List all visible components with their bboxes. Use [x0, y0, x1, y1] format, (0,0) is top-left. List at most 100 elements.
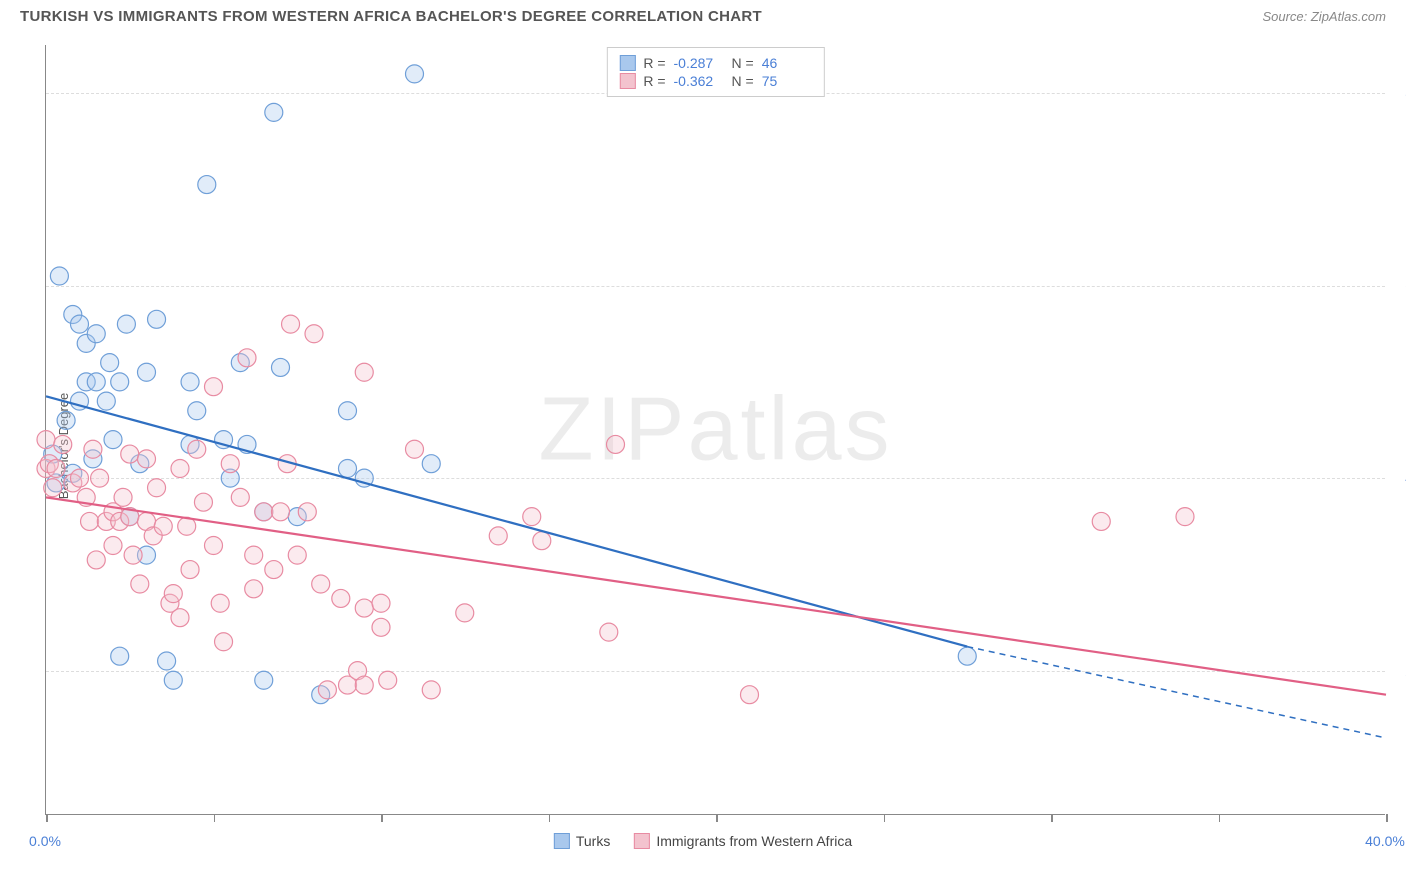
legend-swatch — [554, 833, 570, 849]
data-point — [238, 349, 256, 367]
chart-title: TURKISH VS IMMIGRANTS FROM WESTERN AFRIC… — [20, 8, 762, 25]
data-point — [87, 373, 105, 391]
data-point — [205, 378, 223, 396]
data-point — [379, 671, 397, 689]
data-point — [54, 435, 72, 453]
data-point — [489, 527, 507, 545]
data-point — [272, 358, 290, 376]
data-point — [958, 647, 976, 665]
data-point — [104, 431, 122, 449]
data-point — [456, 604, 474, 622]
data-point — [44, 479, 62, 497]
series-legend: Turks Immigrants from Western Africa — [554, 827, 852, 854]
data-point — [87, 551, 105, 569]
x-tick — [716, 814, 718, 822]
data-point — [71, 469, 89, 487]
data-point — [124, 546, 142, 564]
data-point — [131, 575, 149, 593]
data-point — [104, 537, 122, 555]
data-point — [255, 503, 273, 521]
data-point — [111, 647, 129, 665]
x-tick — [1386, 814, 1388, 822]
data-point — [211, 594, 229, 612]
legend-item: Immigrants from Western Africa — [634, 833, 852, 849]
data-point — [57, 411, 75, 429]
data-point — [422, 455, 440, 473]
data-point — [50, 267, 68, 285]
legend-swatch — [619, 55, 635, 71]
data-point — [215, 633, 233, 651]
plot-area: ZIPatlas 20.0%40.0%60.0%80.0% R =-0.287N… — [45, 45, 1385, 815]
n-value: 75 — [762, 73, 812, 89]
data-point — [171, 609, 189, 627]
data-point — [81, 512, 99, 530]
data-point — [91, 469, 109, 487]
data-point — [188, 440, 206, 458]
data-point — [171, 460, 189, 478]
data-point — [355, 599, 373, 617]
r-value: -0.362 — [674, 73, 724, 89]
data-point — [305, 325, 323, 343]
data-point — [101, 354, 119, 372]
x-tick-label: 40.0% — [1365, 833, 1405, 849]
data-point — [1176, 508, 1194, 526]
chart-source: Source: ZipAtlas.com — [1262, 9, 1386, 24]
x-tick — [1051, 814, 1053, 822]
data-point — [312, 575, 330, 593]
data-point — [198, 176, 216, 194]
chart-header: TURKISH VS IMMIGRANTS FROM WESTERN AFRIC… — [0, 0, 1406, 29]
regression-line-extrapolated — [967, 647, 1386, 738]
legend-stat-row: R = -0.362 N = 75 — [619, 73, 811, 89]
data-point — [87, 325, 105, 343]
data-point — [84, 440, 102, 458]
data-point — [406, 65, 424, 83]
legend-label: Immigrants from Western Africa — [656, 833, 852, 849]
data-point — [422, 681, 440, 699]
data-point — [181, 561, 199, 579]
n-label: N = — [732, 55, 754, 71]
x-tick — [214, 814, 216, 822]
data-point — [148, 479, 166, 497]
data-point — [117, 315, 135, 333]
data-point — [372, 618, 390, 636]
data-point — [255, 671, 273, 689]
scatter-plot-svg — [46, 45, 1385, 814]
legend-stat-row: R =-0.287N =46 — [619, 55, 811, 71]
data-point — [114, 488, 132, 506]
data-point — [148, 310, 166, 328]
x-tick — [884, 814, 886, 822]
data-point — [265, 103, 283, 121]
data-point — [355, 363, 373, 381]
data-point — [231, 488, 249, 506]
x-tick — [1219, 814, 1221, 822]
data-point — [154, 517, 172, 535]
data-point — [138, 363, 156, 381]
regression-line — [46, 497, 1386, 694]
legend-swatch — [634, 833, 650, 849]
data-point — [245, 546, 263, 564]
data-point — [47, 460, 65, 478]
data-point — [164, 671, 182, 689]
r-label: R = — [643, 73, 665, 89]
data-point — [339, 402, 357, 420]
data-point — [138, 450, 156, 468]
n-label: N = — [732, 73, 754, 89]
r-label: R = — [643, 55, 665, 71]
legend-swatch — [619, 73, 635, 89]
data-point — [97, 392, 115, 410]
data-point — [533, 532, 551, 550]
x-tick — [46, 814, 48, 822]
data-point — [298, 503, 316, 521]
data-point — [372, 594, 390, 612]
n-value: 46 — [762, 55, 812, 71]
data-point — [406, 440, 424, 458]
data-point — [523, 508, 541, 526]
data-point — [221, 455, 239, 473]
data-point — [355, 676, 373, 694]
legend-item: Turks — [554, 833, 610, 849]
data-point — [1092, 512, 1110, 530]
data-point — [121, 445, 139, 463]
data-point — [600, 623, 618, 641]
data-point — [188, 402, 206, 420]
data-point — [111, 373, 129, 391]
